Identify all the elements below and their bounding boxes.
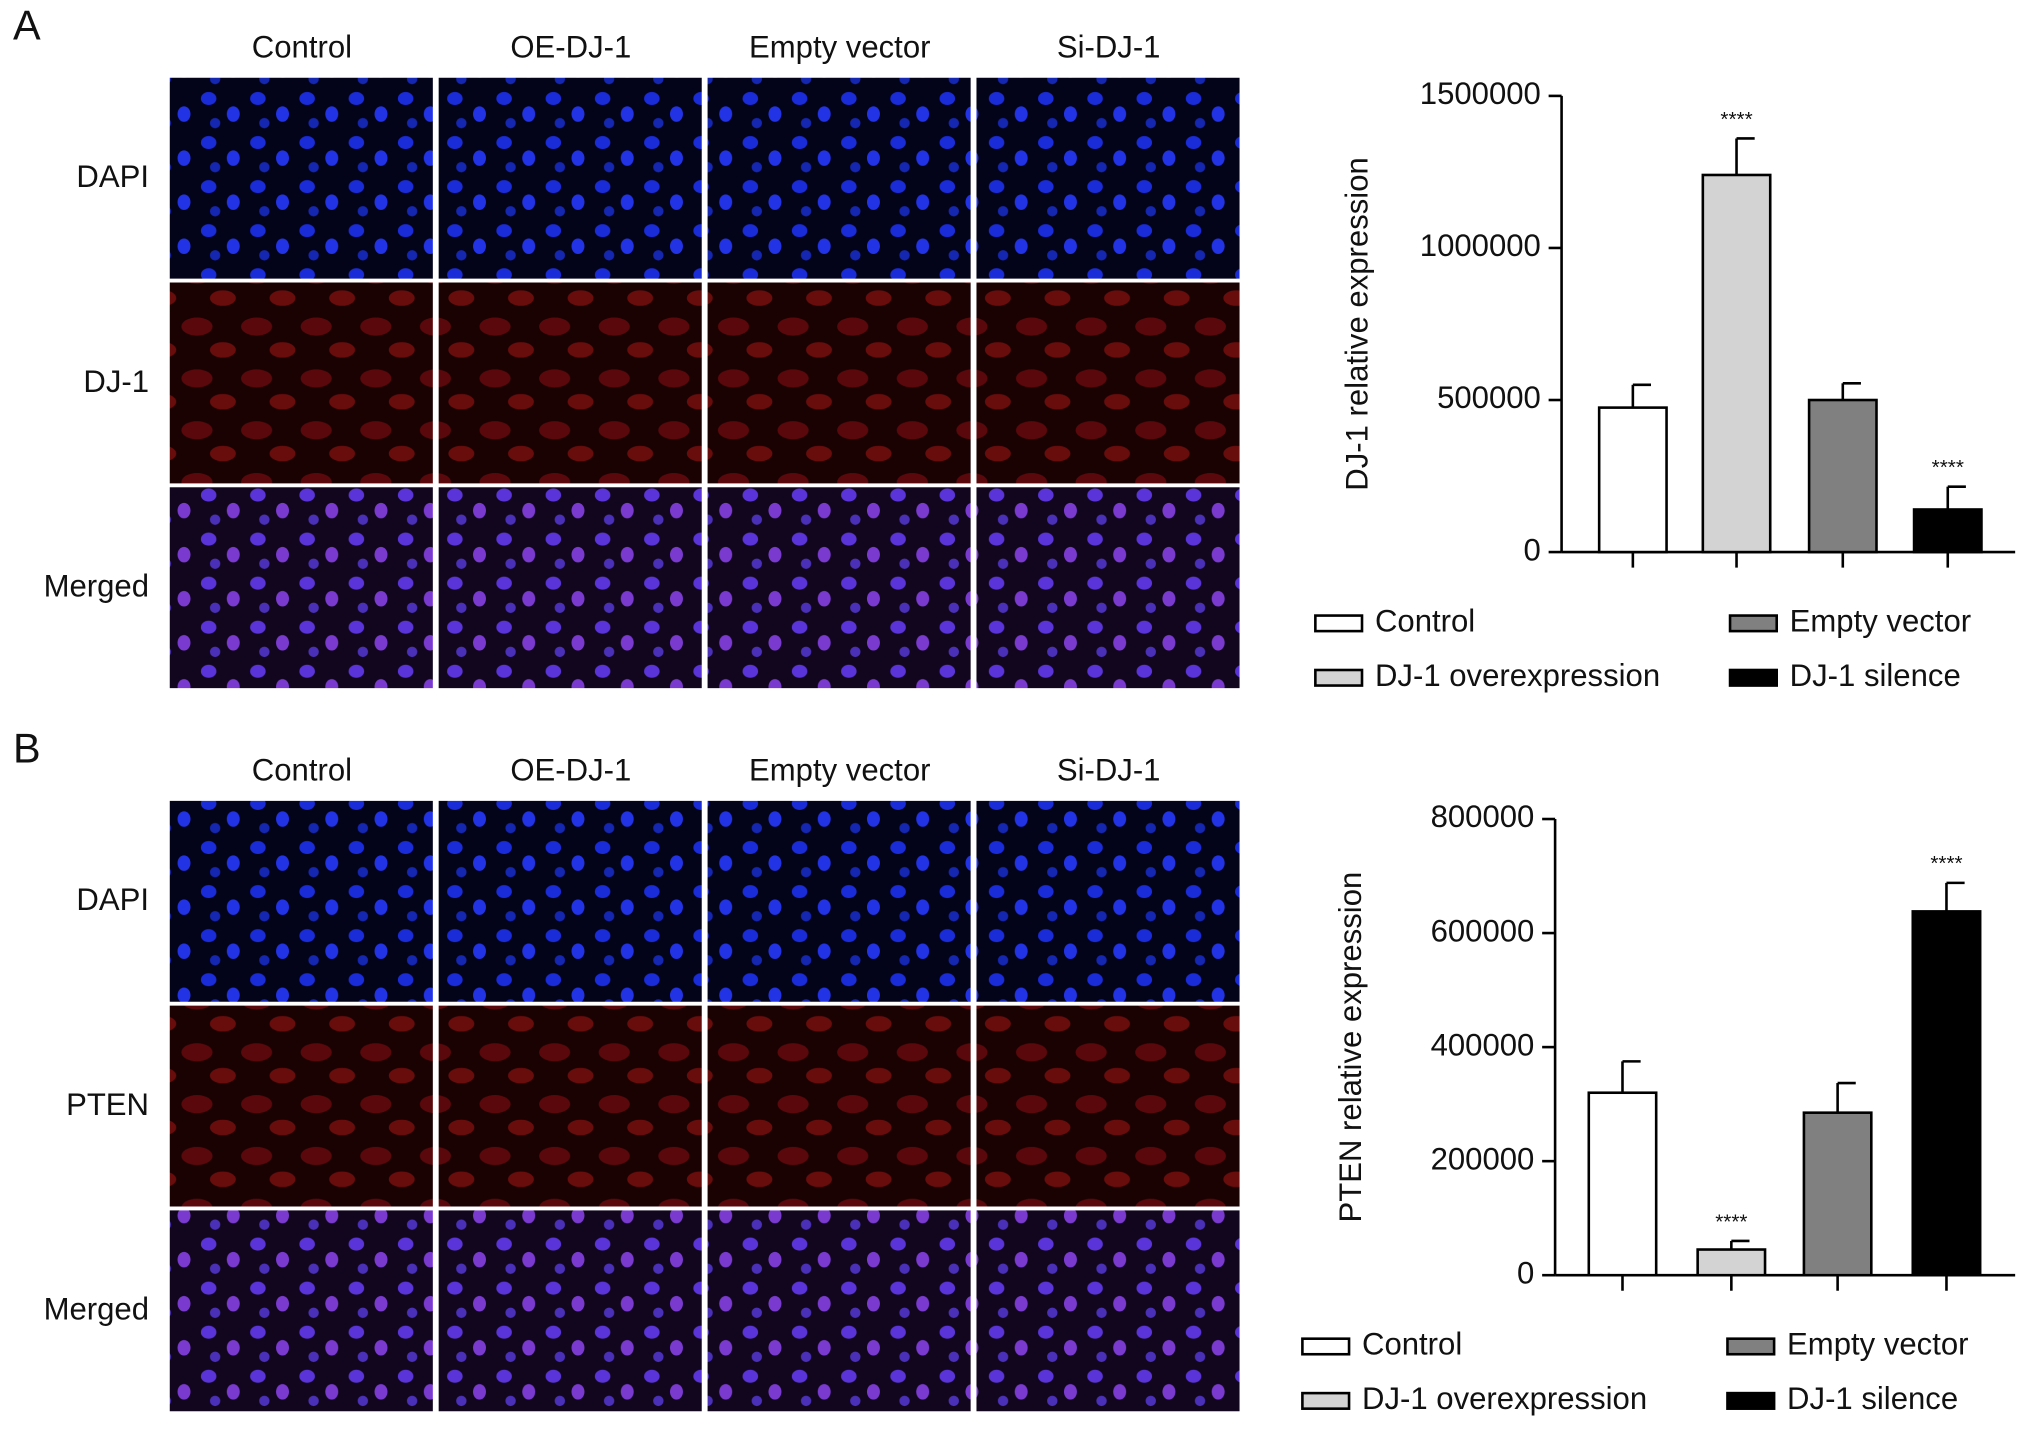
legend-label: DJ-1 silence — [1790, 658, 1961, 693]
y-tick-label: 500000 — [1437, 380, 1541, 415]
y-tick-label: 800000 — [1431, 799, 1535, 834]
column-label: Empty vector — [749, 29, 930, 64]
column-label: Si-DJ-1 — [1057, 753, 1161, 788]
legend-label: Empty vector — [1787, 1327, 1968, 1362]
column-label: Si-DJ-1 — [1057, 29, 1161, 64]
micrograph — [707, 800, 971, 1002]
micrograph — [438, 77, 702, 279]
legend-label: Control — [1375, 604, 1475, 639]
legend-label: DJ-1 overexpression — [1362, 1381, 1647, 1416]
legend-label: Control — [1362, 1327, 1462, 1362]
micrograph — [169, 77, 433, 279]
legend-swatch — [1726, 1337, 1776, 1356]
micrograph — [707, 77, 971, 279]
bar — [1587, 1091, 1658, 1277]
y-tick-label: 600000 — [1431, 913, 1535, 948]
significance: **** — [1930, 852, 1962, 875]
y-tick-label: 0 — [1517, 1255, 1534, 1290]
column-label: Control — [252, 753, 352, 788]
column-label: Empty vector — [749, 753, 930, 788]
column-label: Control — [252, 29, 352, 64]
legend-label: Empty vector — [1790, 604, 1971, 639]
micrograph — [169, 487, 433, 689]
legend-swatch — [1726, 1391, 1776, 1410]
bar — [1597, 406, 1668, 554]
micrograph — [438, 1210, 702, 1412]
panel-label: B — [13, 725, 41, 772]
y-tick-label: 0 — [1524, 532, 1541, 567]
bar — [1802, 1111, 1873, 1277]
column-label: OE-DJ-1 — [510, 29, 631, 64]
legend-swatch — [1728, 668, 1778, 687]
legend-swatch — [1314, 668, 1364, 687]
panel-label: A — [13, 1, 41, 48]
row-label: DJ-1 — [83, 364, 149, 399]
bar — [1701, 173, 1772, 554]
micrograph — [976, 282, 1240, 484]
micrograph — [976, 77, 1240, 279]
bar — [1807, 398, 1878, 554]
legend-swatch — [1314, 614, 1364, 633]
micrograph — [169, 1210, 433, 1412]
y-axis-label: DJ-1 relative expression — [1340, 157, 1375, 491]
micrograph — [438, 282, 702, 484]
significance: **** — [1715, 1210, 1747, 1233]
significance: **** — [1932, 456, 1964, 479]
bar — [1912, 508, 1983, 554]
y-tick-label: 1000000 — [1420, 228, 1541, 263]
bar — [1911, 910, 1982, 1277]
micrograph — [438, 487, 702, 689]
row-label: PTEN — [66, 1087, 149, 1122]
row-label: DAPI — [76, 159, 149, 194]
micrograph — [707, 1005, 971, 1207]
legend-swatch — [1728, 614, 1778, 633]
significance: **** — [1720, 108, 1752, 131]
micrograph — [707, 487, 971, 689]
legend-swatch — [1301, 1337, 1351, 1356]
y-tick-label: 400000 — [1431, 1027, 1535, 1062]
y-axis-label: PTEN relative expression — [1333, 872, 1368, 1223]
y-tick-label: 1500000 — [1420, 76, 1541, 111]
bar — [1696, 1248, 1767, 1277]
legend-swatch — [1301, 1391, 1351, 1410]
micrograph — [438, 800, 702, 1002]
row-label: Merged — [44, 1292, 149, 1327]
micrograph — [976, 1210, 1240, 1412]
micrograph — [169, 1005, 433, 1207]
y-tick-label: 200000 — [1431, 1141, 1535, 1176]
micrograph — [976, 1005, 1240, 1207]
column-label: OE-DJ-1 — [510, 753, 631, 788]
micrograph — [976, 487, 1240, 689]
micrograph — [707, 282, 971, 484]
row-label: DAPI — [76, 882, 149, 917]
legend-label: DJ-1 overexpression — [1375, 658, 1660, 693]
micrograph — [169, 282, 433, 484]
legend-label: DJ-1 silence — [1787, 1381, 1958, 1416]
micrograph — [438, 1005, 702, 1207]
row-label: Merged — [44, 569, 149, 604]
micrograph — [169, 800, 433, 1002]
micrograph — [976, 800, 1240, 1002]
micrograph — [707, 1210, 971, 1412]
